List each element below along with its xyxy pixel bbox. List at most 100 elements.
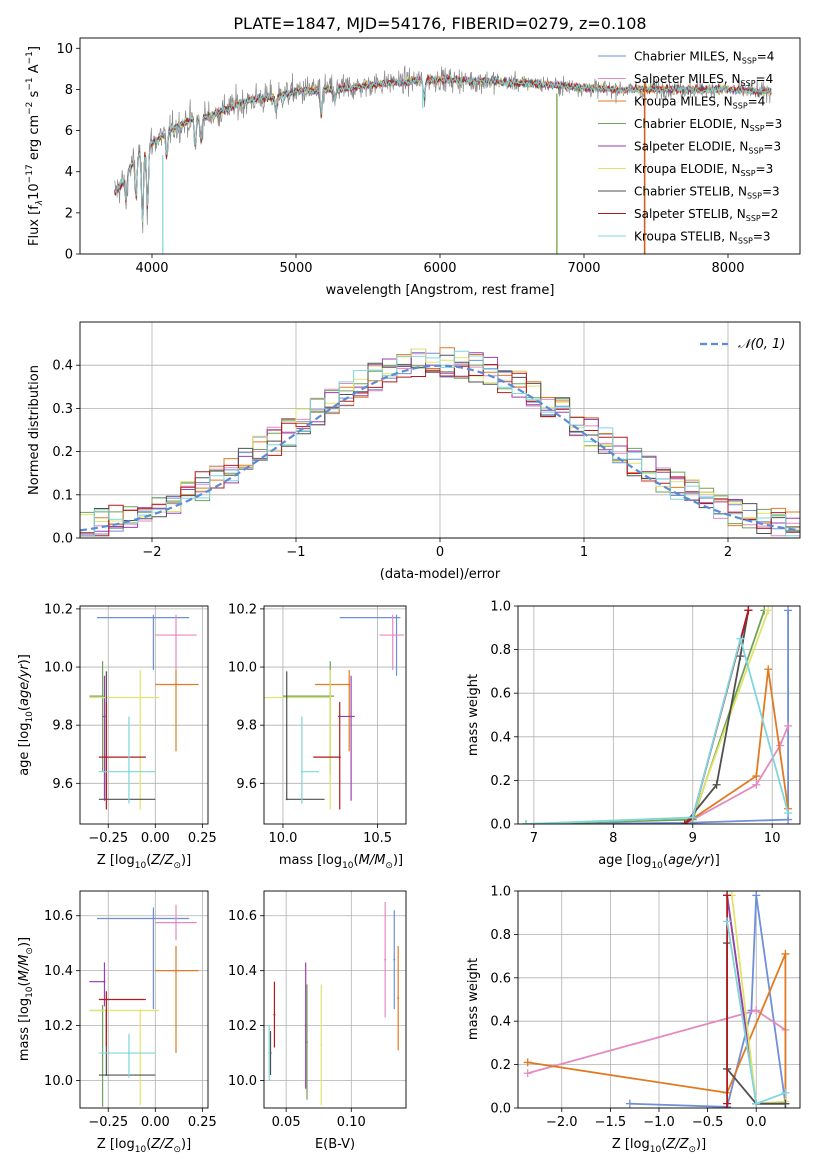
legend-label-chabrier-elodie: Chabrier ELODIE, NSSP=3: [634, 117, 782, 133]
x-tick-label: 0.00: [141, 831, 170, 846]
legend-text: Chabrier ELODIE, N: [634, 117, 750, 131]
y-tick-label: 10: [56, 42, 73, 57]
y-tick-label: 10.0: [44, 661, 73, 676]
x-tick-label: 4000: [135, 261, 168, 276]
series-line-chabrier-miles: [525, 610, 789, 824]
point-kroupa-stelib: [127, 1052, 130, 1055]
y-axis-label-part: (: [17, 706, 32, 711]
legend-label-chabrier-miles: Chabrier MILES, NSSP=4: [634, 50, 774, 66]
histogram-kroupa-stelib: [80, 350, 800, 538]
y-axis-label-part: −17: [25, 164, 35, 183]
figure-title: PLATE=1847, MJD=54176, FIBERID=0279, z=0…: [233, 14, 646, 33]
y-tick-label: 4: [65, 165, 73, 180]
x-axis-label-part: Z [log: [97, 1137, 135, 1152]
y-tick-label: 0.6: [490, 687, 511, 702]
y-tick-label: 0.8: [490, 643, 511, 658]
legend-sub: SSP: [750, 124, 765, 133]
x-tick-label: 10.0: [268, 831, 297, 846]
series-marker-kroupa-stelib: [784, 809, 793, 818]
series-line-kroupa-stelib: [525, 635, 789, 824]
y-tick-label: 0.3: [52, 402, 73, 417]
y-tick-label: 1.0: [490, 600, 511, 615]
series-line-kroupa-miles: [527, 953, 787, 1104]
legend-count: =3: [765, 117, 783, 131]
legend-sub: SSP: [741, 169, 756, 178]
x-axis-label-part: E(B-V): [315, 1137, 355, 1152]
point-salpeter-miles: [175, 921, 177, 924]
legend-text: Salpeter ELODIE, N: [634, 140, 748, 154]
series-line-chabrier-stelib: [684, 610, 750, 824]
y-tick-label: 10.6: [44, 909, 73, 924]
x-axis-label-part: (: [663, 853, 668, 868]
x-axis-label: Z [log10(Z/Z⊙)]: [97, 1137, 191, 1155]
histogram-salpeter-stelib: [80, 364, 800, 538]
series-marker-salpeter-stelib: [723, 1104, 732, 1108]
y-tick-label: 10.2: [228, 1019, 257, 1034]
y-axis-label-part: age/yr: [17, 663, 32, 706]
y-tick-label: 0.2: [490, 1058, 511, 1073]
series-marker-kroupa-stelib: [688, 813, 697, 822]
y-tick-label: 10.0: [44, 1074, 73, 1089]
x-tick-label: 0: [436, 545, 444, 560]
y-axis-label: Flux [fλ10−17 erg cm−2 s−1 A−1]: [25, 46, 45, 246]
x-axis-label: Z [log10(Z/Z⊙)]: [612, 1137, 706, 1155]
x-tick-label: −2.0: [546, 1115, 578, 1130]
series-marker-chabrier-stelib: [712, 780, 721, 789]
massweight-vs-metallicity-panel: −2.0 −1.5 −1.0 −0.5 0.0 0.0 0.2 0.4 0.6 0.8 1.0 Z […: [466, 885, 801, 1155]
legend-text: Salpeter STELIB, N: [634, 207, 746, 221]
point-chabrier-miles: [393, 958, 396, 961]
point-salpeter-elodie: [103, 980, 106, 983]
model-line-salpeter-stelib: [114, 74, 772, 218]
legend-count: =2: [761, 207, 779, 221]
point-chabrier-elodie: [101, 695, 104, 698]
y-axis-label-part: 10: [25, 711, 35, 723]
y-axis-label-part: ]: [27, 46, 42, 51]
point-kroupa-stelib: [300, 770, 303, 773]
observed-spectrum-line: [114, 65, 772, 234]
y-tick-label: 8: [65, 83, 73, 98]
series-marker-kroupa-elodie: [764, 606, 773, 615]
y-tick-label: 0.6: [490, 971, 511, 986]
point-salpeter-stelib: [105, 998, 108, 1001]
plot-area: [268, 901, 400, 1106]
y-axis-label-part: age [log: [17, 723, 32, 776]
legend-label-normal: 𝒩(0, 1): [738, 337, 785, 352]
normal-curve: [80, 364, 800, 532]
series-marker-kroupa-miles: [781, 949, 790, 958]
series-marker-salpeter-miles: [523, 1069, 532, 1078]
legend-text: Chabrier STELIB, N: [634, 185, 747, 199]
spectrum-panel: 4000 5000 6000 7000 8000 0 2 4 6 8 10 Chabrier MILE…: [25, 37, 801, 298]
plot-area: [80, 347, 800, 538]
axes-frame: [263, 605, 407, 825]
plot-area: [114, 65, 772, 254]
x-tick-label: 0.05: [272, 1115, 301, 1130]
legend-count: =3: [756, 162, 774, 176]
point-chabrier-miles: [152, 616, 155, 619]
x-tick-label: 1: [580, 545, 588, 560]
y-tick-label: 9.6: [52, 777, 73, 792]
y-axis-label-part: −1: [25, 77, 35, 90]
y-tick-label: 10.4: [44, 964, 73, 979]
y-axis-label-part: −2: [25, 102, 35, 115]
x-tick-label: 10.5: [363, 831, 392, 846]
series-marker-chabrier-miles: [752, 891, 761, 900]
point-kroupa-miles: [175, 683, 177, 686]
x-axis-label: mass [log10(M/M⊙)]: [279, 853, 403, 871]
series-marker-salpeter-stelib: [723, 891, 732, 900]
y-tick-label: 0.8: [490, 928, 511, 943]
y-tick-label: 0.0: [490, 818, 511, 833]
x-axis-label-part: (: [661, 1137, 666, 1152]
y-tick-label: 0.1: [52, 488, 73, 503]
series-marker-salpeter-miles: [752, 780, 761, 789]
legend-text: Kroupa MILES, N: [634, 95, 733, 109]
x-axis-label-part: )]: [393, 853, 403, 868]
x-tick-label: −0.5: [692, 1115, 724, 1130]
series-marker-kroupa-miles: [752, 772, 761, 781]
point-chabrier-stelib: [285, 798, 288, 801]
x-tick-label: 8: [609, 831, 617, 846]
y-tick-label: 9.8: [52, 719, 73, 734]
point-kroupa-stelib: [268, 1052, 271, 1055]
x-tick-label: 7: [530, 831, 538, 846]
